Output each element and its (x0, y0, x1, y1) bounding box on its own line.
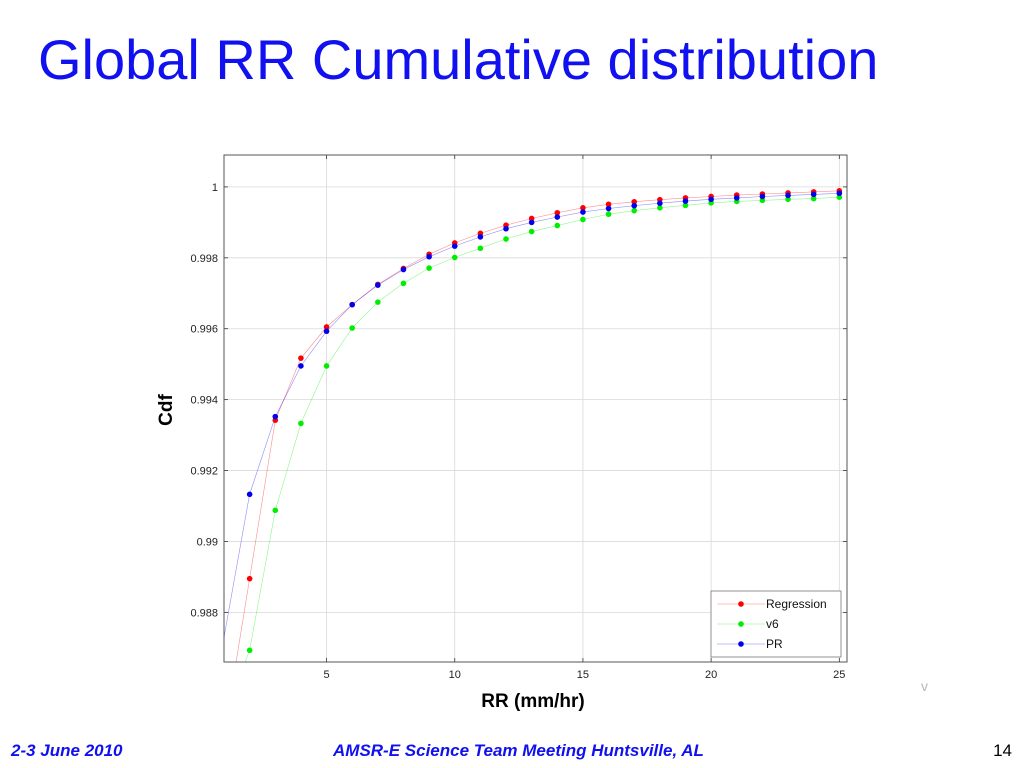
point-pr (785, 192, 791, 199)
point-v6 (451, 254, 458, 261)
point-pr (477, 234, 484, 240)
point-v6 (657, 205, 663, 211)
point-pr (375, 282, 381, 288)
point-pr (682, 198, 689, 204)
point-regression (246, 575, 253, 582)
slide-title: Global RR Cumulative distribution (38, 28, 879, 91)
stray-mark: v (921, 678, 928, 694)
point-v6 (298, 420, 304, 427)
point-v6 (785, 196, 791, 203)
point-pr (246, 491, 253, 498)
point-v6 (631, 207, 638, 214)
point-v6 (323, 363, 330, 369)
grid-lines (224, 155, 847, 662)
legend: Regression v6 PR (710, 590, 842, 658)
point-pr (528, 219, 535, 226)
point-v6 (528, 228, 535, 235)
x-tick-label: 15 (577, 669, 589, 681)
point-pr (503, 225, 509, 232)
point-v6 (426, 265, 432, 271)
footer-date: 2-3 June 2010 (11, 741, 123, 760)
point-pr (426, 253, 432, 260)
footer-meeting: AMSR-E Science Team Meeting Huntsville, … (333, 741, 704, 760)
point-pr (580, 209, 586, 215)
point-pr (836, 190, 843, 197)
point-pr (554, 214, 561, 220)
legend-entry-regression: Regression (717, 597, 827, 611)
axis-ticks: 5 10 15 20 25 0.988 0.99 0.992 0.994 0.996 0.998 1 (190, 155, 847, 681)
point-v6 (272, 507, 279, 514)
point-v6 (605, 211, 612, 218)
legend-label-pr: PR (766, 637, 783, 651)
point-pr (323, 328, 330, 335)
x-tick-label: 5 (323, 669, 329, 681)
point-v6 (246, 647, 253, 654)
point-regression (554, 209, 561, 216)
legend-marker-v6 (738, 621, 744, 627)
point-pr (400, 266, 407, 273)
legend-label-regression: Regression (766, 597, 827, 611)
point-pr (298, 363, 304, 369)
x-tick-label: 10 (449, 669, 461, 681)
point-pr (605, 205, 612, 212)
point-pr (272, 413, 279, 420)
point-v6 (682, 202, 689, 209)
point-v6 (836, 194, 843, 200)
legend-entry-v6: v6 (717, 617, 779, 631)
legend-marker-pr (738, 641, 744, 647)
legend-label-v6: v6 (766, 617, 779, 631)
point-pr (733, 195, 740, 201)
point-pr (759, 193, 766, 200)
legend-marker-regression (738, 601, 744, 607)
y-tick-label: 0.996 (190, 324, 218, 336)
point-pr (708, 196, 714, 203)
y-axis-title: Cdf (156, 394, 177, 426)
y-tick-label: 0.998 (190, 253, 218, 265)
x-tick-label: 20 (705, 669, 717, 681)
point-regression (528, 215, 535, 222)
point-regression (580, 205, 586, 211)
x-axis-title: RR (mm/hr) (481, 691, 584, 712)
data-points (246, 188, 843, 654)
y-tick-label: 0.988 (190, 607, 218, 619)
legend-entry-pr: PR (717, 637, 783, 651)
point-v6 (375, 299, 381, 305)
point-v6 (503, 236, 509, 242)
point-pr (451, 243, 458, 249)
point-regression (605, 201, 612, 208)
point-v6 (759, 197, 766, 204)
y-tick-label: 0.994 (190, 395, 218, 407)
point-v6 (477, 245, 484, 252)
point-v6 (349, 325, 355, 331)
plot-area (223, 154, 848, 663)
point-v6 (400, 280, 407, 287)
point-pr (631, 202, 638, 209)
y-tick-label: 0.992 (190, 466, 218, 478)
point-pr (349, 301, 355, 308)
y-tick-label: 0.99 (197, 536, 218, 548)
point-v6 (810, 195, 817, 202)
point-regression (298, 355, 304, 361)
x-tick-label: 25 (833, 669, 845, 681)
point-pr (657, 200, 663, 207)
y-tick-label: 1 (212, 182, 218, 194)
point-v6 (580, 216, 586, 223)
point-v6 (554, 222, 561, 229)
point-pr (810, 191, 817, 198)
point-regression (631, 199, 638, 205)
page-number: 14 (993, 741, 1012, 760)
point-regression (323, 324, 330, 330)
